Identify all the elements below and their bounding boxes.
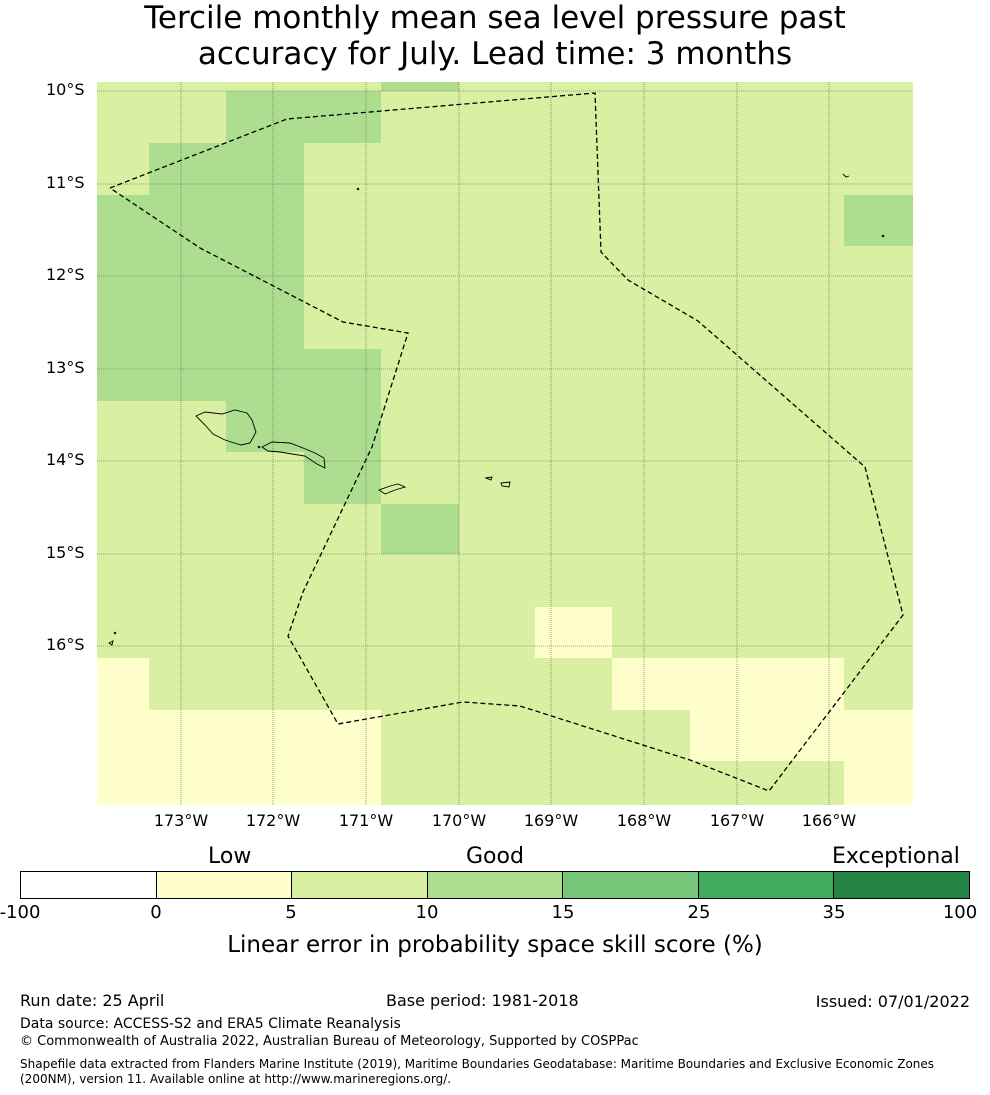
colorbar-header-exceptional: Exceptional: [832, 844, 960, 869]
colorbar-segment: [21, 872, 157, 898]
skill-cells-10-15: [97, 82, 913, 554]
shapefile-credit: Shapefile data extracted from Flanders M…: [20, 1057, 935, 1086]
lat-label-10s: 10°S: [46, 80, 85, 99]
lon-label-170w: 170°W: [431, 811, 487, 830]
manua-islands: [484, 476, 511, 488]
copyright: © Commonwealth of Australia 2022, Austra…: [20, 1034, 639, 1049]
colorbar-segment: [834, 872, 970, 898]
lat-label-11s: 11°S: [46, 173, 85, 192]
data-source: Data source: ACCESS-S2 and ERA5 Climate …: [20, 1016, 401, 1032]
colorbar-tick: 100: [942, 902, 978, 923]
colorbar-tick: 5: [285, 902, 297, 923]
base-period: Base period: 1981-2018: [386, 991, 579, 1010]
run-date: Run date: 25 April: [20, 991, 165, 1010]
eez-boundary: [109, 92, 904, 792]
colorbar-header-good: Good: [466, 844, 524, 869]
colorbar-tick: 0: [150, 902, 162, 923]
graticule: [97, 82, 913, 805]
lon-label-169w: 169°W: [523, 811, 579, 830]
colorbar-tick: 10: [415, 902, 439, 923]
colorbar-tick: 15: [551, 902, 575, 923]
colorbar-tick: 25: [687, 902, 711, 923]
lon-label-166w: 166°W: [801, 811, 857, 830]
colorbar-title: Linear error in probability space skill …: [227, 932, 763, 958]
colorbar-segment: [698, 872, 835, 898]
colorbar-header-low: Low: [208, 844, 252, 869]
lon-label-173w: 173°W: [153, 811, 209, 830]
islands: [108, 173, 885, 646]
lat-label-12s: 12°S: [46, 265, 85, 284]
savaii-island: [195, 409, 257, 446]
lat-label-13s: 13°S: [46, 358, 85, 377]
lon-label-171w: 171°W: [338, 811, 394, 830]
lat-label-14s: 14°S: [46, 450, 85, 469]
colorbar-segment: [427, 872, 564, 898]
skill-cells-0-5: [97, 607, 913, 805]
colorbar-tick: -100: [0, 902, 41, 923]
colorbar-tick: 35: [822, 902, 846, 923]
upolu-island: [261, 441, 326, 469]
lon-label-172w: 172°W: [245, 811, 301, 830]
chart-title: Tercile monthly mean sea level pressure …: [0, 0, 990, 72]
swains-island: [842, 173, 850, 178]
title-line-2: accuracy for July. Lead time: 3 months: [197, 36, 793, 72]
colorbar: [20, 871, 970, 899]
lon-label-168w: 168°W: [616, 811, 672, 830]
issued-date: Issued: 07/01/2022: [815, 992, 970, 1011]
lat-label-15s: 15°S: [46, 543, 85, 562]
lon-label-167w: 167°W: [709, 811, 765, 830]
skill-map: [97, 82, 913, 805]
colorbar-segment: [156, 872, 293, 898]
colorbar-segment: [292, 872, 428, 898]
colorbar-segment: [563, 872, 699, 898]
tutuila-island: [378, 483, 407, 495]
title-line-1: Tercile monthly mean sea level pressure …: [144, 0, 846, 36]
lat-label-16s: 16°S: [46, 635, 85, 654]
